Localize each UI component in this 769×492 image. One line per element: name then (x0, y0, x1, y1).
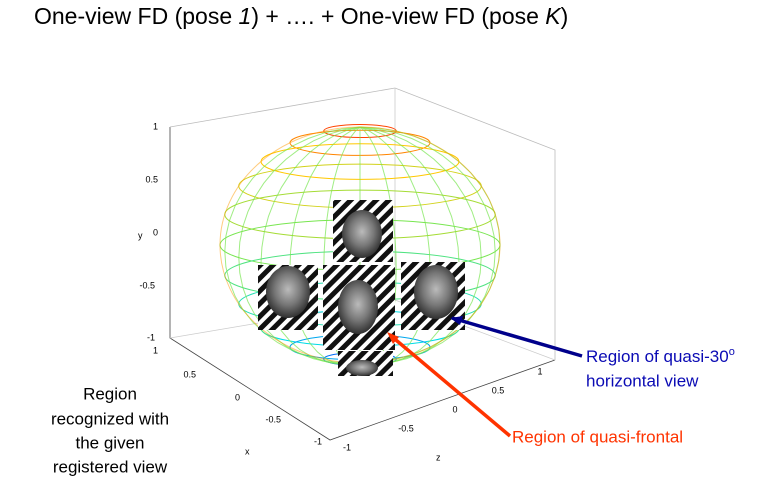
meridian (224, 126, 361, 364)
annotation: registered view (53, 457, 168, 476)
x-tick-label: 1 (153, 345, 158, 355)
arrow-head (450, 316, 463, 325)
annotation: horizontal view (586, 371, 699, 390)
arrow-30 (451, 316, 583, 358)
meridian (260, 126, 361, 365)
meridian (359, 126, 496, 364)
axis-label: y (138, 230, 143, 240)
annotation: Region of quasi-30o (586, 346, 735, 367)
annotation: the given (76, 433, 145, 452)
face-patches (258, 200, 465, 376)
meridian (359, 126, 482, 365)
z-tick-label: 0.5 (492, 385, 505, 395)
y-tick-label: -0.5 (139, 280, 155, 290)
z-tick-label: 0 (452, 404, 457, 414)
y-tick-label: 0.5 (145, 174, 158, 184)
arrow-head (387, 332, 399, 344)
y-tick-label: -1 (147, 332, 155, 342)
x-tick-label: 0.5 (183, 369, 196, 379)
title: One-view FD (pose 1) + …. + One-view FD … (34, 3, 568, 29)
y-tick-label: 1 (153, 121, 158, 131)
axis-label: x (245, 446, 250, 456)
y-tick-label: 0 (153, 227, 158, 237)
annotation: Region (83, 384, 137, 403)
z-tick-label: -0.5 (398, 423, 414, 433)
x-tick-label: -1 (314, 436, 322, 446)
annotation: recognized with (51, 409, 169, 428)
x-tick-label: -0.5 (265, 414, 281, 424)
x-tick-label: 0 (235, 392, 240, 402)
arrow-frontal (388, 333, 512, 438)
z-tick-label: -1 (343, 442, 351, 452)
axis-label: z (436, 452, 441, 462)
annotation: Region of quasi-frontal (512, 427, 683, 446)
z-tick-label: 1 (537, 366, 542, 376)
